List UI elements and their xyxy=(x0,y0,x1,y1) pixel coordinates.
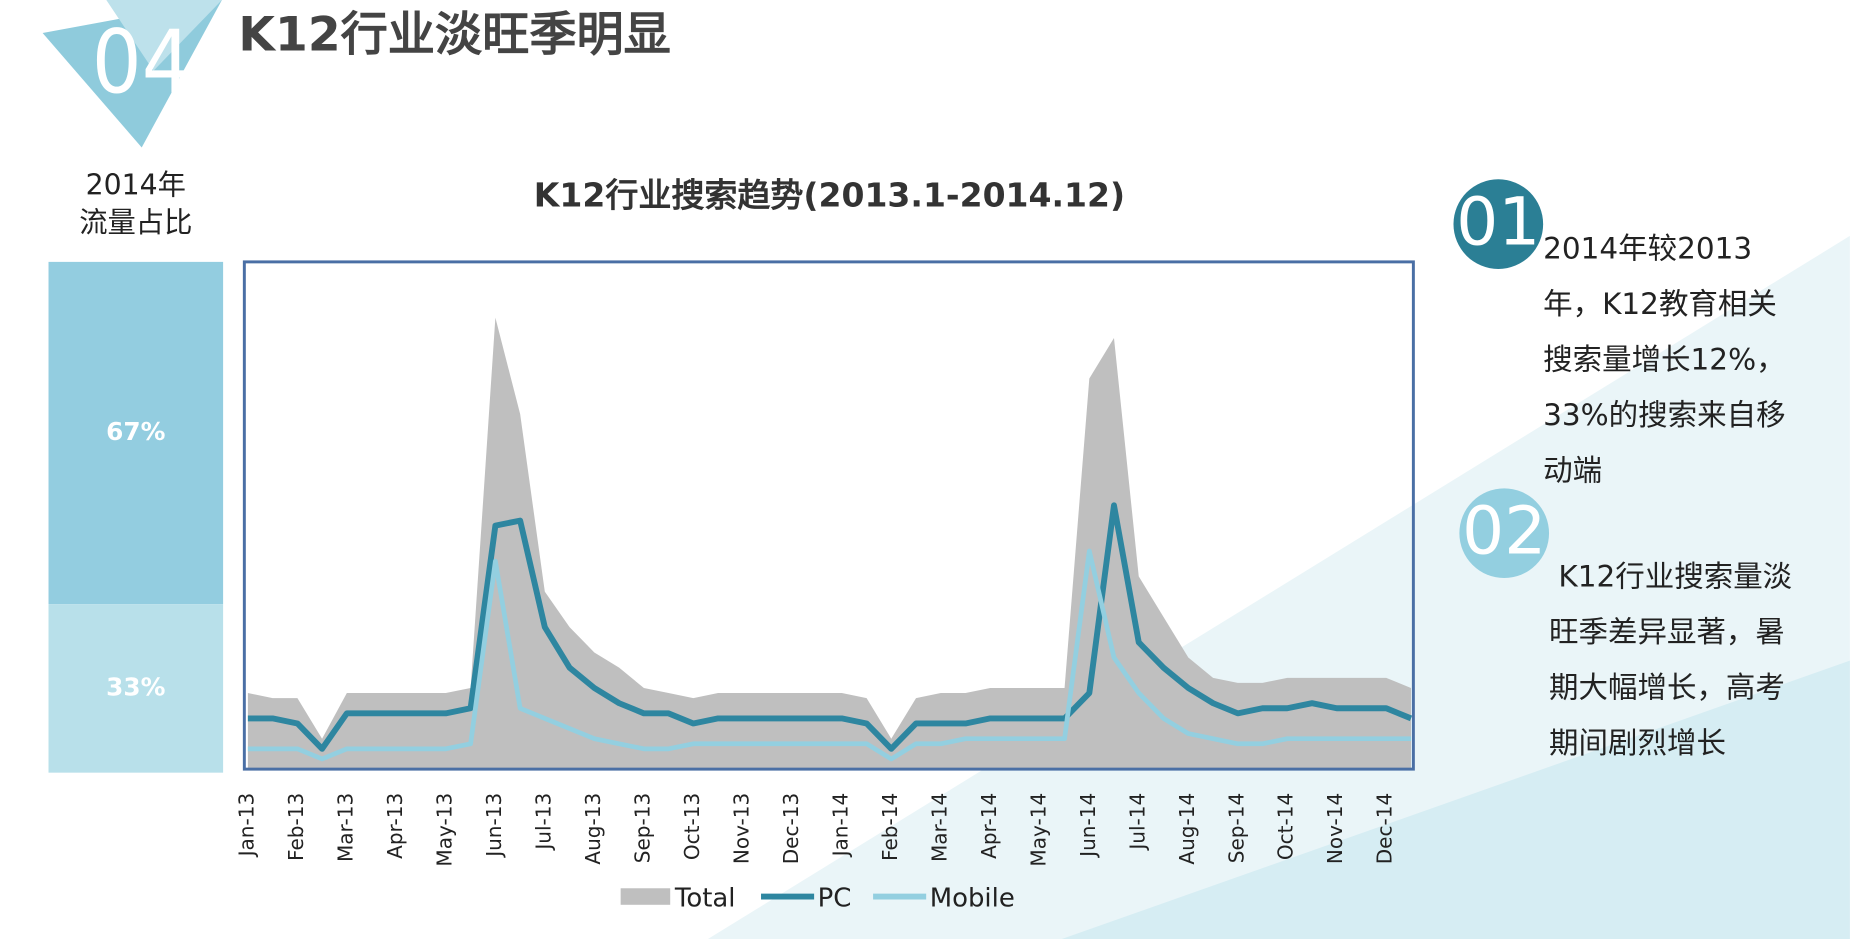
header-title: K12行业淡旺季明显 xyxy=(238,8,670,63)
x-tick-label: Dec-13 xyxy=(779,793,803,865)
x-tick-label: May-14 xyxy=(1026,793,1050,867)
legend-swatch xyxy=(620,888,671,905)
note-badge xyxy=(1459,488,1550,579)
note-text: 搜索量增长12%， xyxy=(1543,342,1785,376)
share-title: 流量占比 xyxy=(79,206,192,239)
share-title: 2014年 xyxy=(86,168,186,201)
note-badge xyxy=(1453,179,1544,269)
x-tick-label: Apr-13 xyxy=(383,793,407,859)
header-number: 04 xyxy=(92,11,192,113)
x-tick-label: Jul-13 xyxy=(531,793,555,852)
x-tick-label: Nov-14 xyxy=(1323,793,1347,864)
x-tick-label: Apr-14 xyxy=(977,793,1001,859)
x-tick-label: Aug-13 xyxy=(581,793,605,865)
x-tick-label: Sep-13 xyxy=(630,793,654,864)
chart-title: K12行业搜索趋势(2013.1-2014.12) xyxy=(534,176,1125,215)
x-tick-label: Jun-13 xyxy=(482,793,506,859)
x-tick-label: Mar-13 xyxy=(333,793,357,862)
note-text: 期大幅增长，高考 xyxy=(1549,670,1785,704)
note-text: 年，K12教育相关 xyxy=(1543,287,1777,321)
x-tick-label: Aug-14 xyxy=(1175,793,1199,865)
x-tick-label: Nov-13 xyxy=(729,793,753,864)
note-text: 期间剧烈增长 xyxy=(1549,726,1726,760)
x-tick-label: Oct-14 xyxy=(1274,793,1298,860)
note-text: 旺季差异显著，暑 xyxy=(1549,615,1785,649)
x-tick-label: May-13 xyxy=(432,793,456,867)
legend-label: Mobile xyxy=(930,883,1015,913)
x-tick-label: Feb-13 xyxy=(284,793,308,861)
x-tick-label: Sep-14 xyxy=(1224,793,1248,864)
x-tick-label: Jun-14 xyxy=(1076,793,1100,859)
note-text: K12行业搜索量淡 xyxy=(1549,560,1792,594)
note-number: 01 xyxy=(1456,184,1540,261)
x-tick-label: Feb-14 xyxy=(878,793,902,861)
line xyxy=(247,502,1413,752)
note-text: 33%的搜索来自移 xyxy=(1543,398,1785,432)
x-tick-label: Jan-13 xyxy=(234,793,258,859)
x-tick-label: Jul-14 xyxy=(1125,793,1149,852)
plot-border xyxy=(242,260,1415,771)
bg-shape xyxy=(1061,660,1850,939)
legend-label: Total xyxy=(674,883,736,913)
header-icon xyxy=(106,0,222,71)
note-number: 02 xyxy=(1462,493,1546,570)
legend-label: PC xyxy=(818,883,852,913)
x-tick-label: Oct-13 xyxy=(680,793,704,860)
share-bar xyxy=(48,261,224,605)
x-tick-label: Mar-14 xyxy=(927,793,951,862)
x-tick-label: Dec-14 xyxy=(1373,793,1397,865)
line xyxy=(247,548,1412,762)
note-text: 2014年较2013 xyxy=(1543,232,1752,266)
share-label: 67% xyxy=(106,417,165,446)
share-bar xyxy=(48,604,224,773)
note-text: 动端 xyxy=(1543,453,1602,487)
area xyxy=(247,317,1412,770)
share-label: 33% xyxy=(106,672,165,701)
x-tick-label: Jan-14 xyxy=(828,793,852,859)
